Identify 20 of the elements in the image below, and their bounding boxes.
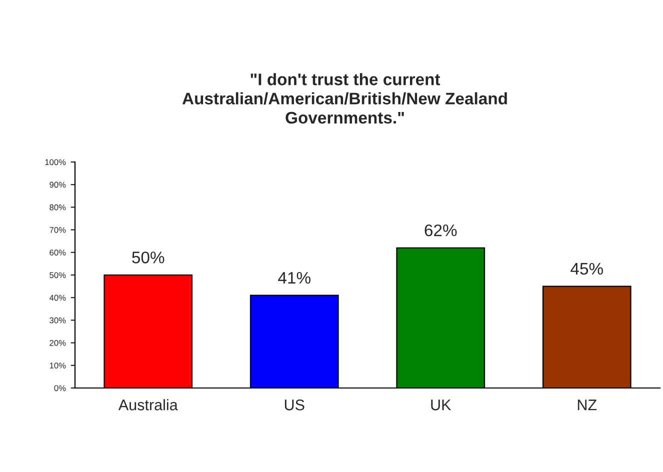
y-tick-label: 100% xyxy=(45,159,66,166)
y-tick-label: 10% xyxy=(50,362,66,368)
y-tick-label: 60% xyxy=(50,250,66,256)
x-tick-label: UK xyxy=(431,400,452,410)
y-tick-label: 70% xyxy=(50,227,66,233)
x-tick-label: NZ xyxy=(578,400,597,410)
y-tick-label: 40% xyxy=(49,294,66,301)
y-tick-label: 20% xyxy=(50,340,66,346)
x-tick-label: Australia xyxy=(118,399,178,410)
data-label: 41% xyxy=(278,272,310,284)
data-label: 50% xyxy=(132,252,164,264)
y-tick-label: 0% xyxy=(54,385,66,392)
data-label: 45% xyxy=(570,262,603,275)
y-tick-label: 80% xyxy=(50,204,66,210)
y-tick-label: 30% xyxy=(50,317,66,324)
y-tick-label: 50% xyxy=(50,272,66,278)
chart-title: "I don't trust the current Australian/American/British/New Zealand Governments." xyxy=(182,73,507,124)
data-label: 62% xyxy=(424,224,457,236)
y-tick-label: 90% xyxy=(50,182,66,188)
x-tick-label: US xyxy=(284,400,304,410)
